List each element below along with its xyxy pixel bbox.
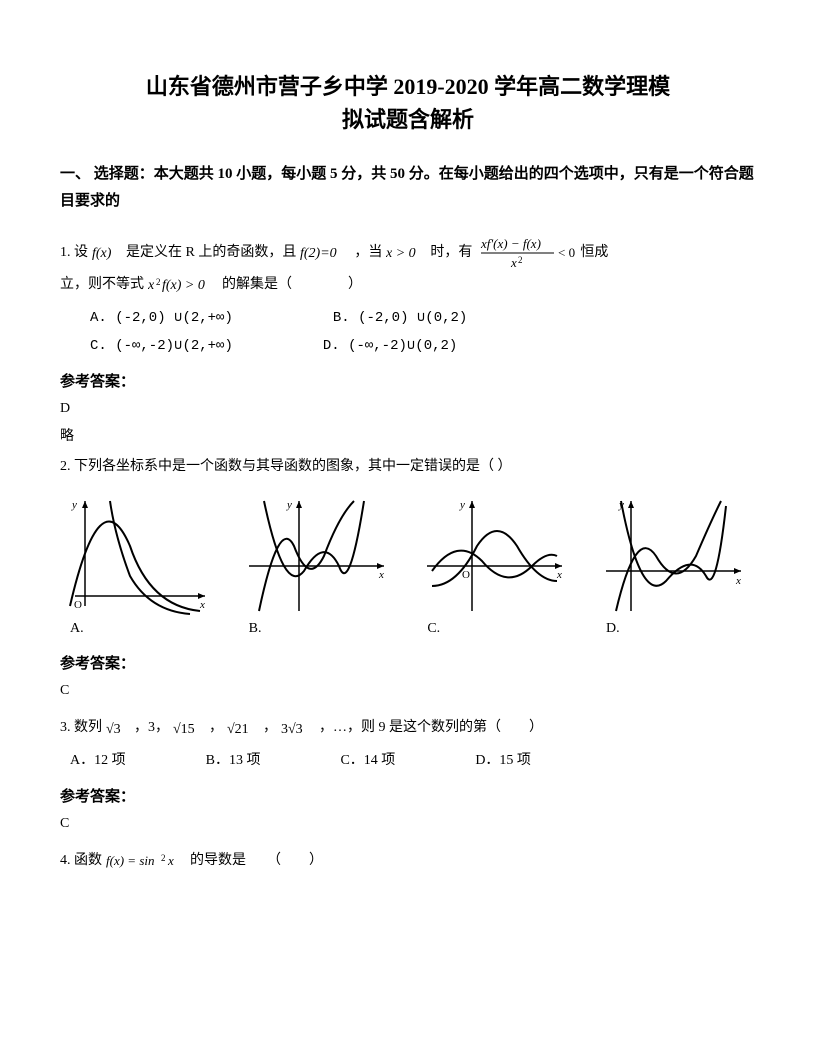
graph-row: x y O A. x y B. [60, 496, 756, 637]
svg-text:x: x [167, 853, 174, 868]
svg-text:f(2)=0: f(2)=0 [300, 246, 337, 261]
section-1-header: 一、 选择题：本大题共 10 小题，每小题 5 分，共 50 分。在每小题给出的… [60, 161, 756, 215]
svg-text:x > 0: x > 0 [386, 246, 416, 261]
svg-text:x: x [378, 569, 384, 581]
graph-d: x y D. [596, 496, 756, 637]
svg-text:y: y [459, 499, 465, 511]
q3-text2: ，3， [134, 714, 169, 742]
graph-c-label: C. [417, 621, 577, 637]
q1-text5: 立，则不等式 [60, 271, 144, 299]
q3-answer: C [60, 816, 756, 832]
svg-text:xf'(x) − f(x): xf'(x) − f(x) [480, 236, 541, 251]
svg-text:O: O [74, 599, 82, 611]
q1-options: A. (-2,0) ∪(2,+∞) B. (-2,0) ∪(0,2) C. (-… [60, 304, 756, 360]
q1-text3: 时，有 [430, 239, 472, 267]
exam-title: 山东省德州市营子乡中学 2019-2020 学年高二数学理模 拟试题含解析 [60, 70, 756, 136]
svg-text:f(x) > 0: f(x) > 0 [162, 278, 205, 293]
question-3: 3. 数列 √3 ，3， √15 ， √21 ， 3√3 ，…，则 9 是这个数… [60, 714, 756, 742]
sqrt3-icon: √3 [106, 714, 130, 742]
q3-option-c: C．14 项 [340, 747, 395, 775]
svg-text:2: 2 [161, 853, 166, 863]
q3-option-a: A．12 项 [70, 747, 126, 775]
three-sqrt3-icon: 3√3 [281, 714, 315, 742]
graph-a-svg: x y O [60, 496, 210, 616]
title-line-1: 山东省德州市营子乡中学 2019-2020 学年高二数学理模 [60, 70, 756, 103]
q3-answer-label: 参考答案： [60, 785, 756, 806]
graph-c: x y O C. [417, 496, 577, 637]
question-2: 2. 下列各坐标系中是一个函数与其导函数的图象，其中一定错误的是（ ） [60, 453, 756, 481]
q1-num: 1. 设 [60, 239, 88, 267]
svg-text:√3: √3 [106, 722, 121, 737]
q1-explain: 略 [60, 425, 756, 445]
q3-option-b: B．13 项 [206, 747, 261, 775]
svg-text:√15: √15 [173, 722, 195, 737]
q4-text2: 的导数是 （ ） [190, 847, 323, 875]
formula-fraction-icon: xf'(x) − f(x) x 2 < 0 [476, 235, 576, 271]
svg-text:2: 2 [156, 277, 161, 287]
graph-d-label: D. [596, 621, 756, 637]
graph-b-svg: x y [239, 496, 389, 616]
svg-text:x: x [199, 599, 205, 611]
q4-text1: 4. 函数 [60, 847, 102, 875]
formula-fx-icon: f(x) [92, 239, 122, 267]
svg-text:O: O [462, 569, 470, 581]
svg-text:y: y [71, 499, 77, 511]
sqrt15-icon: √15 [173, 714, 205, 742]
svg-text:< 0: < 0 [558, 245, 575, 260]
svg-text:2: 2 [518, 255, 523, 265]
formula-f2eq0-icon: f(2)=0 [300, 239, 350, 267]
q1-answer-label: 参考答案： [60, 370, 756, 391]
formula-sin2x-icon: f(x) = sin 2x [106, 847, 186, 875]
q3-options: A．12 项 B．13 项 C．14 项 D．15 项 [60, 747, 756, 775]
svg-text:x: x [510, 255, 517, 270]
q1-option-c: C. (-∞,-2)∪(2,+∞) [90, 332, 233, 360]
q2-answer: C [60, 683, 756, 699]
sqrt21-icon: √21 [227, 714, 259, 742]
formula-xgt0-icon: x > 0 [386, 239, 426, 267]
q1-text2: ，当 [354, 239, 382, 267]
question-1: 1. 设 f(x) 是定义在 R 上的奇函数，且 f(2)=0 ，当 x > 0… [60, 235, 756, 299]
formula-x2fx-icon: x2f(x) > 0 [148, 271, 218, 299]
svg-text:√21: √21 [227, 722, 249, 737]
q1-option-a: A. (-2,0) ∪(2,+∞) [90, 304, 233, 332]
q1-option-d: D. (-∞,-2)∪(0,2) [323, 332, 457, 360]
svg-text:y: y [286, 499, 292, 511]
graph-d-svg: x y [596, 496, 746, 616]
q3-text3: ， [209, 714, 223, 742]
graph-c-svg: x y O [417, 496, 567, 616]
q1-text4: 恒成 [580, 239, 608, 267]
svg-text:x: x [556, 569, 562, 581]
svg-text:x: x [735, 575, 741, 587]
graph-a: x y O A. [60, 496, 220, 637]
q3-text4: ， [263, 714, 277, 742]
q3-text5: ，…，则 9 是这个数列的第（ ） [319, 714, 543, 742]
q3-text1: 3. 数列 [60, 714, 102, 742]
q1-option-b: B. (-2,0) ∪(0,2) [333, 304, 467, 332]
title-line-2: 拟试题含解析 [60, 103, 756, 136]
q1-text6: 的解集是（ ） [222, 271, 362, 299]
graph-b-label: B. [239, 621, 399, 637]
svg-text:x: x [148, 278, 155, 293]
q1-answer: D [60, 401, 756, 417]
svg-text:3√3: 3√3 [281, 722, 303, 737]
graph-a-label: A. [60, 621, 220, 637]
q3-option-d: D．15 项 [475, 747, 531, 775]
question-4: 4. 函数 f(x) = sin 2x 的导数是 （ ） [60, 847, 756, 875]
q2-answer-label: 参考答案： [60, 652, 756, 673]
q1-text1: 是定义在 R 上的奇函数，且 [126, 239, 296, 267]
svg-text:f(x): f(x) [92, 246, 112, 261]
svg-text:f(x) = sin: f(x) = sin [106, 853, 154, 868]
graph-b: x y B. [239, 496, 399, 637]
